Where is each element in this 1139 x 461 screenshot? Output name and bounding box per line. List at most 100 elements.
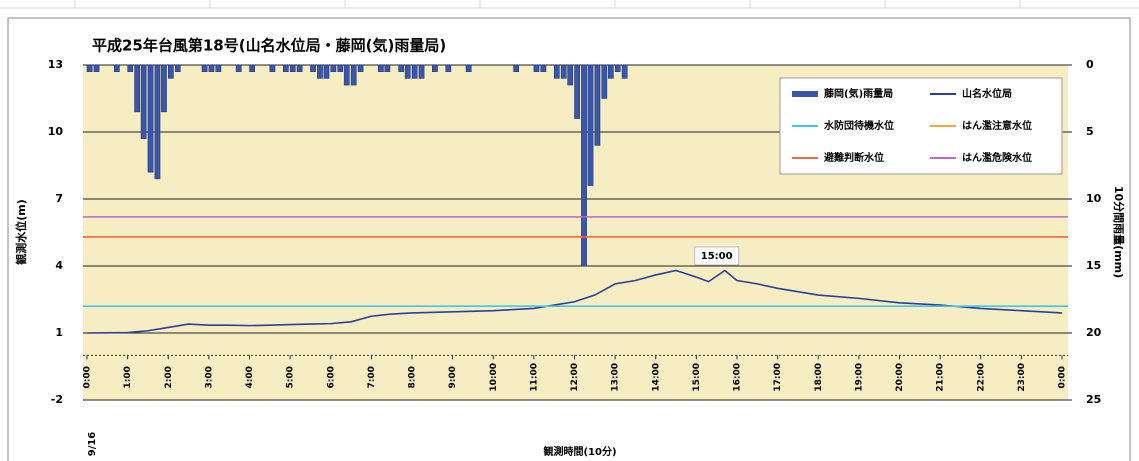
rain-bar: [533, 64, 540, 72]
rain-bar: [235, 64, 242, 72]
water-level-line: [86, 269, 1063, 334]
y-tick-label: -2: [51, 393, 63, 406]
x-tick-label: 15:00: [692, 363, 702, 392]
x-tick-label: 2:00: [164, 366, 174, 388]
y-tick-label: 4: [55, 259, 63, 272]
y2-axis-title: 10分間雨量(mm): [1112, 186, 1126, 278]
rain-bar: [465, 64, 472, 72]
x-tick-label: 3:00: [204, 366, 214, 388]
rain-bar: [161, 64, 167, 113]
x-tick-label: 12:00: [570, 363, 580, 392]
x-tick-label: 5:00: [286, 366, 296, 388]
rain-bar: [581, 64, 587, 267]
rain-bar: [411, 64, 418, 79]
rain-bar: [201, 64, 208, 72]
annotation-box: [694, 246, 740, 266]
rain-bar: [553, 64, 560, 79]
x-tick-label: 17:00: [773, 363, 783, 392]
legend-swatch: [792, 91, 818, 97]
annotation-text: 15:00: [701, 251, 733, 262]
rain-bar: [269, 64, 276, 72]
rain-bar: [289, 64, 296, 72]
annotation: 15:00: [694, 246, 740, 266]
sheet-grid: [0, 0, 1139, 9]
rain-bar: [140, 64, 147, 139]
rain-bar: [594, 64, 601, 146]
y2-tick-label: 15: [1086, 259, 1101, 272]
rain-bar: [378, 64, 384, 72]
rain-bar: [296, 64, 303, 72]
rain-bar: [337, 64, 344, 72]
legend-box: [779, 77, 1063, 175]
rain-bar: [445, 64, 452, 72]
rain-bar: [323, 64, 330, 79]
rain-bar: [134, 64, 140, 113]
rain-bar: [147, 64, 154, 173]
rain-bar: [330, 64, 337, 72]
y-axis-title: 観測水位(m): [14, 199, 28, 265]
rain-bar: [357, 64, 364, 72]
rain-bar: [350, 64, 357, 86]
rain-bar: [174, 64, 181, 72]
rain-bar: [249, 64, 255, 72]
y-tick-label: 10: [48, 125, 64, 138]
x-tick-label: 8:00: [408, 366, 418, 388]
x-tick-label: 23:00: [1017, 363, 1027, 392]
y2-tick-label: 10: [1086, 192, 1102, 205]
rain-bar: [607, 64, 614, 79]
legend-label: はん濫注意水位: [962, 119, 1032, 132]
y-tick-label: 7: [55, 192, 63, 205]
rain-bar: [127, 64, 134, 72]
x-tick-label: 22:00: [976, 363, 986, 392]
rain-bar: [208, 64, 215, 72]
x-tick-label: 0:00: [1058, 366, 1068, 388]
y-tick-label: 1: [55, 326, 63, 339]
date-label: 9/16: [87, 432, 98, 457]
y2-tick-label: 5: [1086, 125, 1094, 138]
y2-tick-label: 25: [1086, 393, 1101, 406]
x-tick-label: 18:00: [814, 363, 824, 392]
x-tick-label: 1:00: [123, 366, 133, 388]
rain-bar: [398, 64, 405, 72]
x-tick-label: 4:00: [245, 366, 255, 388]
y-tick-label: 13: [48, 58, 63, 71]
y2-tick-label: 20: [1086, 326, 1102, 339]
rain-bar: [154, 64, 161, 180]
rain-bar: [310, 64, 316, 72]
y2-tick-label: 0: [1086, 58, 1094, 71]
rain-bar: [168, 64, 174, 79]
rain-bar: [317, 64, 323, 79]
x-tick-label: 16:00: [733, 363, 743, 392]
rain-bar: [567, 64, 574, 86]
x-tick-label: 14:00: [651, 363, 661, 392]
rain-bar: [282, 64, 289, 72]
legend-label: 藤岡(気)雨量局: [824, 87, 893, 100]
legend-label: 水防団待機水位: [823, 119, 894, 132]
x-tick-label: 21:00: [936, 363, 946, 392]
rain-bar: [343, 64, 350, 86]
x-tick-label: 20:00: [895, 363, 905, 392]
rain-bar: [574, 64, 580, 119]
rain-bar: [93, 64, 100, 72]
x-axis-title: 観測時間(10分): [543, 445, 616, 458]
chart-title: 平成25年台風第18号(山名水位局・藤岡(気)雨量局): [92, 37, 446, 55]
x-tick-label: 11:00: [529, 363, 539, 392]
rain-bar: [513, 64, 520, 72]
rain-bar: [404, 64, 411, 79]
rain-bar: [86, 64, 93, 72]
x-tick-label: 19:00: [854, 363, 864, 392]
x-tick-label: 13:00: [611, 363, 621, 392]
rain-bar: [560, 64, 567, 79]
legend-label: はん濫危険水位: [962, 151, 1032, 164]
x-tick-label: 9:00: [448, 366, 458, 388]
x-tick-label: 0:00: [83, 366, 93, 388]
rain-bar: [432, 64, 438, 72]
rain-bar: [418, 64, 425, 79]
rain-bar: [601, 64, 608, 99]
rain-bar: [614, 64, 621, 72]
legend-label: 避難判断水位: [823, 151, 884, 164]
x-tick-label: 6:00: [326, 366, 336, 388]
